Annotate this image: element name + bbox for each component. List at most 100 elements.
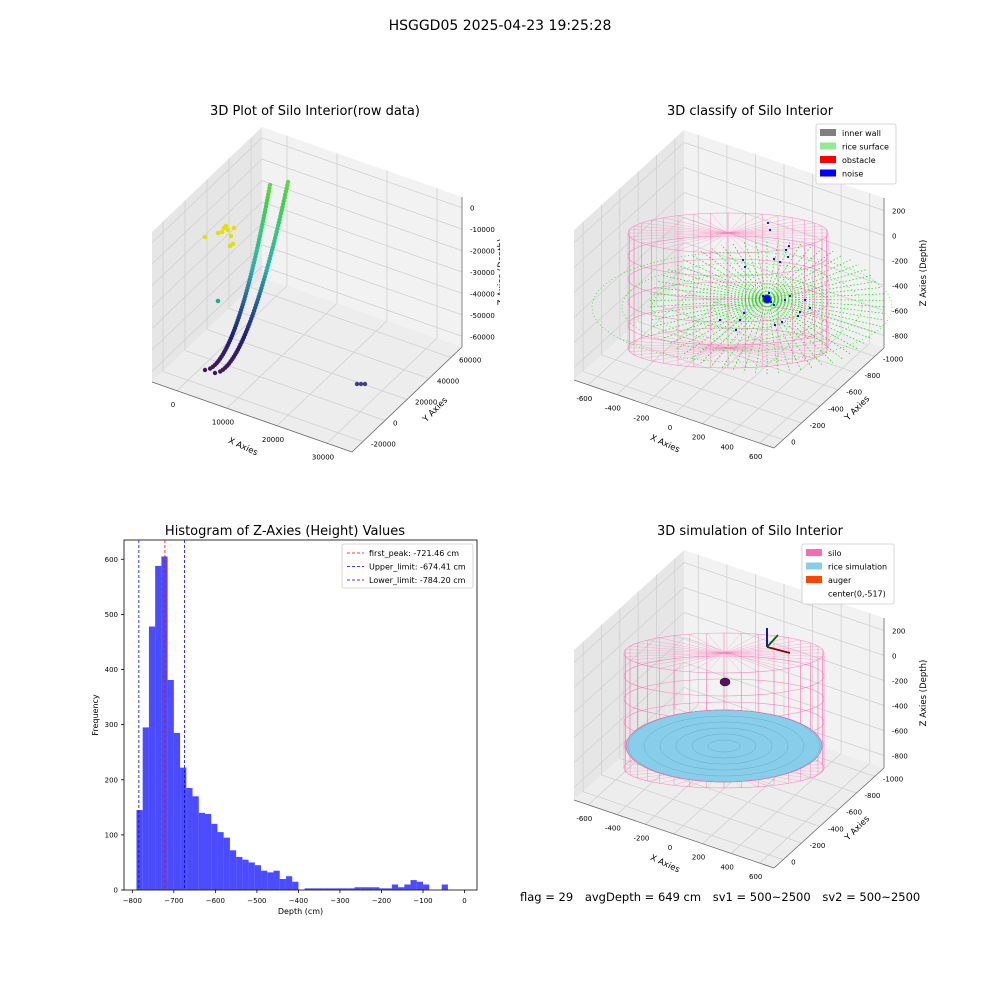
- rice-surface-ray: [674, 298, 768, 350]
- y-tick-label: 500: [105, 611, 118, 619]
- y-tick-label: 0: [791, 439, 795, 447]
- legend-label: rice surface: [842, 143, 889, 152]
- z-tick-label: -50000: [470, 312, 495, 320]
- axis-arrow-x: [766, 646, 791, 654]
- axis-line: [351, 346, 463, 453]
- silo-bottom-spoke: [693, 347, 729, 367]
- histogram-bar: [155, 565, 162, 890]
- silo-bottom-spoke: [629, 344, 729, 349]
- rice-mesh-ring: [675, 727, 773, 765]
- silo-bottom-spoke: [663, 347, 729, 364]
- silo-top-spoke: [689, 634, 725, 654]
- x-tick-label: 600: [749, 873, 762, 881]
- x-tick-label: 10000: [212, 418, 234, 426]
- grid-line: [151, 223, 263, 329]
- histogram-bar: [354, 887, 361, 890]
- histogram-bar: [223, 837, 230, 890]
- silo-top-spoke: [723, 633, 742, 654]
- grid-line: [583, 791, 784, 861]
- grid-line: [151, 180, 263, 286]
- x-axis-label: Depth (cm): [278, 907, 323, 916]
- rice-surface-ray: [661, 298, 768, 340]
- rice-mesh-ring: [691, 733, 757, 759]
- noise-point: [767, 291, 771, 295]
- rice-surface-ray: [710, 247, 768, 300]
- grid-line: [151, 158, 263, 265]
- histogram-bar: [167, 680, 174, 890]
- rice-surface-ray: [766, 298, 824, 367]
- noise-point: [772, 303, 776, 307]
- rice-surface-ray: [766, 264, 860, 300]
- silo-top-spoke: [723, 652, 811, 664]
- rice-surface-ray: [653, 287, 768, 300]
- raw-data-point: [202, 234, 208, 240]
- rice-mesh-ring: [707, 739, 741, 753]
- z-tick-label: -800: [892, 753, 908, 761]
- y-tick-label: 0: [791, 859, 795, 867]
- y-tick-label: 200: [105, 776, 118, 784]
- silo-bottom-spoke: [651, 347, 729, 362]
- histogram-bar: [198, 812, 205, 890]
- plot-title: Histogram of Z-Axies (Height) Values: [164, 524, 406, 539]
- raw-3d-axes: 0 10000 20000 30000 -20000 0 20000 40000 60000 0 -…: [151, 127, 500, 461]
- rice-surface-ray: [766, 240, 780, 300]
- x-tick-label: −600: [206, 897, 225, 905]
- z-tick-label: -30000: [470, 269, 495, 277]
- rice-surface-ring: [651, 273, 833, 341]
- rice-surface-ray: [766, 298, 884, 321]
- noise-point: [773, 323, 777, 327]
- silo-bottom-spoke: [641, 337, 729, 349]
- silo-top-spoke: [723, 652, 801, 667]
- y-tick-label: 100: [105, 831, 118, 839]
- grid-line: [573, 242, 685, 343]
- silo-top-spoke: [663, 217, 729, 234]
- silo-top-spoke: [727, 215, 779, 234]
- y-tick-label: -600: [846, 389, 862, 397]
- grid-line: [683, 562, 885, 631]
- grid-line: [573, 612, 685, 713]
- grid-line: [683, 637, 885, 706]
- legend-label: Upper_limit: -674.41 cm: [369, 563, 466, 572]
- histogram-bar: [217, 832, 224, 890]
- histogram-bar: [173, 732, 181, 890]
- raw-data-point: [215, 298, 221, 304]
- silo-top-spoke: [727, 225, 822, 234]
- silo-top-spoke: [723, 652, 818, 661]
- grid-line: [261, 158, 463, 230]
- silo-top-spoke: [677, 215, 729, 234]
- grid-line: [573, 267, 685, 368]
- rice-surface-ray: [766, 259, 852, 300]
- silo-top-spoke: [637, 652, 725, 664]
- rice-surface-ring: [621, 262, 863, 352]
- silo-top-spoke: [727, 219, 805, 234]
- histogram-bar: [267, 872, 274, 890]
- grid-line: [656, 304, 857, 374]
- y-tick-label: 0: [393, 420, 397, 428]
- histogram-bar: [391, 884, 399, 890]
- rice-surface-ray: [732, 242, 768, 300]
- grid-line: [616, 294, 728, 395]
- x-tick-label: 30000: [312, 453, 334, 461]
- grid-line: [162, 371, 364, 442]
- silo-top-spoke: [723, 639, 801, 654]
- z-tick-label: -600: [892, 728, 908, 736]
- legend-box: [341, 543, 474, 589]
- grid-line: [673, 313, 785, 415]
- plot-title: 3D classify of Silo Interior: [666, 104, 834, 119]
- silo-bottom-spoke: [727, 347, 746, 368]
- histogram-bar: [441, 884, 448, 890]
- grid-line: [261, 265, 463, 337]
- silo-top-spoke: [727, 232, 815, 244]
- histogram-bar: [273, 870, 280, 890]
- rice-surface-ray: [766, 274, 873, 300]
- simulation-3d-axes: -600-400-20002004006000-200-400-600-800-…: [573, 543, 929, 881]
- noise-point: [784, 248, 788, 252]
- noise-point: [718, 318, 722, 322]
- grid-line: [730, 333, 842, 434]
- z-axis-label: Z Axies (Depth): [919, 660, 929, 727]
- grid-line: [683, 217, 885, 286]
- silo-bottom-spoke: [727, 329, 763, 349]
- histogram-bar: [180, 767, 187, 890]
- silo-bottom-spoke: [727, 347, 793, 364]
- silo-top-spoke: [727, 222, 815, 234]
